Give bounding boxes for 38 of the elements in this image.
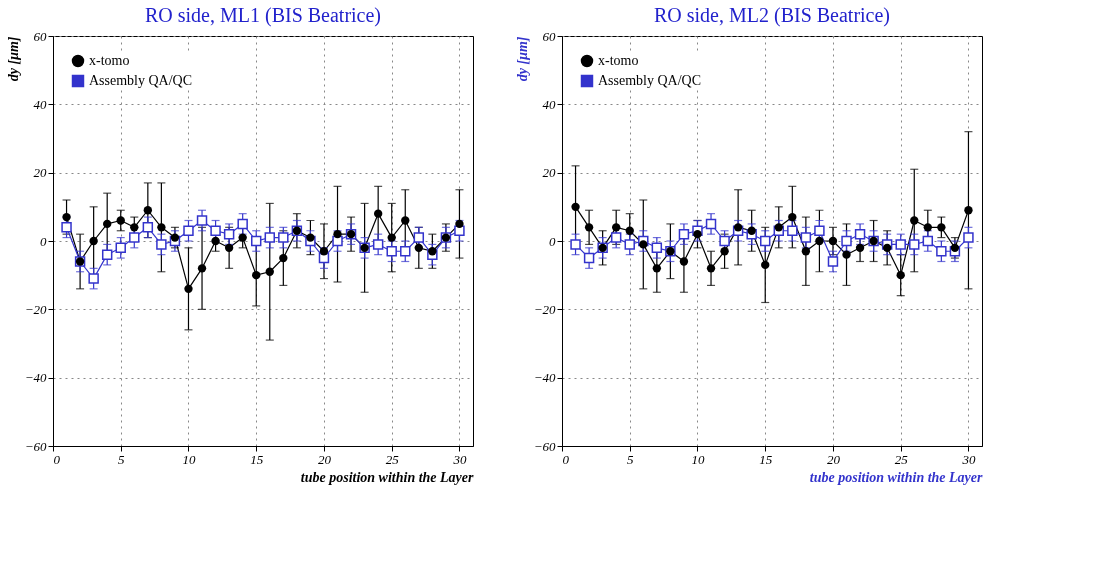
x-tick-label: 30 <box>452 451 467 467</box>
legend-label: Assembly QA/QC <box>598 73 702 88</box>
x-tick-label: 10 <box>182 451 196 467</box>
y-tick-label: −40 <box>533 370 556 386</box>
y-tick-label: 40 <box>33 96 47 112</box>
x-axis-title: tube position within the Layer <box>300 469 475 485</box>
legend-label: x-tomo <box>598 53 639 68</box>
y-tick-label: 20 <box>542 165 556 181</box>
y-axis-title: dy [μm] <box>5 36 21 82</box>
y-tick-label: 60 <box>33 28 47 44</box>
x-tick-label: 15 <box>250 451 264 467</box>
x-tick-label: 0 <box>562 451 570 467</box>
y-tick-label: 20 <box>33 165 47 181</box>
chart-title: RO side, ML1 (BIS Beatrice) <box>144 4 382 27</box>
x-tick-label: 20 <box>826 451 841 467</box>
y-tick-label: −60 <box>24 438 47 454</box>
x-tick-label: 5 <box>117 451 125 467</box>
legend-label: Assembly QA/QC <box>89 73 193 88</box>
x-tick-label: 15 <box>759 451 773 467</box>
x-tick-label: 20 <box>317 451 332 467</box>
x-tick-label: 0 <box>53 451 61 467</box>
x-tick-label: 10 <box>691 451 705 467</box>
x-tick-label: 25 <box>385 451 400 467</box>
y-tick-label: −60 <box>533 438 556 454</box>
x-tick-label: 30 <box>961 451 976 467</box>
x-axis-title: tube position within the Layer <box>809 469 984 485</box>
y-tick-label: −40 <box>24 370 47 386</box>
y-tick-label: 0 <box>40 233 47 249</box>
x-tick-label: 25 <box>894 451 909 467</box>
y-tick-label: −20 <box>24 301 47 317</box>
x-tick-label: 5 <box>626 451 634 467</box>
y-axis-title: dy [μm] <box>514 36 530 82</box>
chart-title: RO side, ML2 (BIS Beatrice) <box>653 4 891 27</box>
y-tick-label: −20 <box>533 301 556 317</box>
y-tick-label: 0 <box>549 233 556 249</box>
y-tick-label: 40 <box>542 96 556 112</box>
y-tick-label: 60 <box>542 28 556 44</box>
legend-label: x-tomo <box>89 53 130 68</box>
